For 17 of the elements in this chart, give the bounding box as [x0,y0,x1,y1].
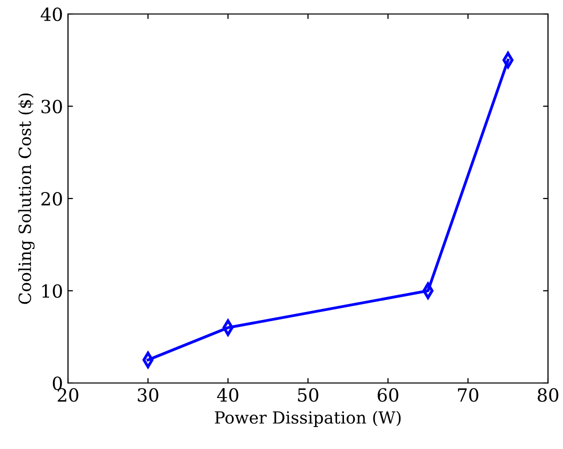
x-tick-label: 50 [298,388,318,402]
x-tick-label: 40 [217,388,238,402]
y-tick-label: 0 [52,376,62,390]
point [502,52,514,68]
y-tick-label: 10 [42,284,62,298]
x-tick-label: 80 [538,388,558,402]
y-axis-title: Cooling Solution Cost ($) [18,93,35,304]
x-tick-label: 60 [378,388,398,402]
y-tick-label: 20 [41,192,62,206]
x-tick-label: 30 [138,388,158,402]
point [142,352,154,368]
y-tick-label: 40 [40,7,62,22]
y-tick-label: 30 [42,100,62,114]
x-axis-title: Power Dissipation (W) [214,410,401,428]
x-tick-label: 20 [58,388,78,402]
x-tick-label: 70 [458,388,478,402]
point [222,319,234,336]
